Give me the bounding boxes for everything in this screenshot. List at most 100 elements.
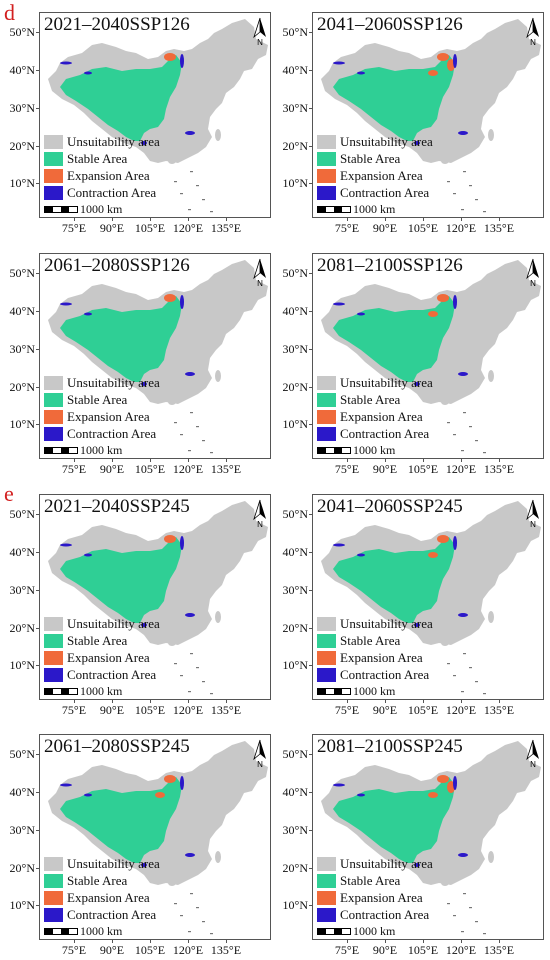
panel-title: 2061–2080SSP245 bbox=[44, 736, 190, 757]
legend-item: Expansion Area bbox=[317, 167, 433, 184]
latitude-tick-label: 10°N bbox=[9, 898, 35, 912]
longitude-tick-label: 120°E bbox=[172, 943, 204, 957]
legend-swatch bbox=[317, 907, 336, 922]
legend-swatch bbox=[317, 375, 336, 390]
north-label: N bbox=[530, 279, 536, 288]
longitude-tick-label: 75°E bbox=[61, 462, 87, 476]
contraction-patch bbox=[60, 783, 72, 787]
contraction-patch bbox=[141, 623, 147, 627]
legend: Unsuitability area Stable Area Expansion A… bbox=[317, 615, 433, 698]
longitude-tick-label: 75°E bbox=[61, 943, 87, 957]
latitude-tick-label: 10°N bbox=[282, 658, 308, 672]
contraction-patch bbox=[185, 853, 195, 857]
map-frame: 2041–2060SSP126 N Unsuitability area Stable… bbox=[312, 12, 544, 218]
hainan-island bbox=[168, 158, 176, 164]
latitude-tick bbox=[309, 552, 312, 553]
stable-region bbox=[60, 55, 182, 141]
scale-label: 1000 km bbox=[80, 201, 123, 216]
longitude-tick-label: 135°E bbox=[210, 943, 242, 957]
legend-item: Expansion Area bbox=[44, 408, 160, 425]
south-sea-island bbox=[210, 452, 213, 454]
legend-label: Expansion Area bbox=[67, 408, 150, 424]
legend: Unsuitability area Stable Area Expansion A… bbox=[44, 615, 160, 698]
map-frame: 2021–2040SSP245 N Unsuitability area Stable… bbox=[39, 494, 271, 700]
latitude-tick-label: 20°N bbox=[9, 139, 35, 153]
legend-swatch bbox=[44, 168, 63, 183]
legend-label: Expansion Area bbox=[67, 649, 150, 665]
longitude-tick bbox=[150, 700, 151, 703]
latitude-tick-label: 30°N bbox=[9, 823, 35, 837]
north-label: N bbox=[530, 760, 536, 769]
latitude-tick-label: 40°N bbox=[9, 785, 35, 799]
longitude-tick-label: 105°E bbox=[134, 462, 166, 476]
longitude-tick-label: 105°E bbox=[407, 943, 439, 957]
latitude-tick bbox=[36, 905, 39, 906]
longitude-tick-label: 90°E bbox=[99, 943, 125, 957]
south-sea-island bbox=[453, 915, 456, 917]
south-sea-island bbox=[483, 693, 486, 695]
longitude-tick-label: 135°E bbox=[483, 462, 515, 476]
longitude-tick-label: 105°E bbox=[407, 221, 439, 235]
latitude-tick-label: 40°N bbox=[282, 785, 308, 799]
legend-label: Contraction Area bbox=[340, 425, 430, 441]
legend-swatch bbox=[44, 667, 63, 682]
scale-bar: 1000 km bbox=[44, 202, 160, 216]
legend-label: Contraction Area bbox=[67, 425, 157, 441]
longitude-tick-label: 120°E bbox=[445, 703, 477, 717]
latitude-tick-label: 20°N bbox=[282, 139, 308, 153]
legend-swatch bbox=[44, 873, 63, 888]
legend-item: Stable Area bbox=[44, 150, 160, 167]
south-sea-island bbox=[447, 903, 450, 905]
legend-item: Contraction Area bbox=[317, 425, 433, 442]
latitude-tick bbox=[309, 108, 312, 109]
south-sea-island bbox=[190, 171, 193, 173]
latitude-tick-label: 40°N bbox=[9, 545, 35, 559]
hainan-island bbox=[168, 880, 176, 886]
longitude-tick-label: 135°E bbox=[210, 703, 242, 717]
legend-item: Stable Area bbox=[317, 632, 433, 649]
map-frame: 2081–2100SSP245 N Unsuitability area Stable… bbox=[312, 734, 544, 940]
north-label: N bbox=[530, 520, 536, 529]
longitude-tick-label: 135°E bbox=[483, 943, 515, 957]
longitude-tick bbox=[150, 459, 151, 462]
taiwan-island bbox=[488, 370, 494, 382]
legend: Unsuitability area Stable Area Expansion A… bbox=[317, 133, 433, 216]
legend-label: Contraction Area bbox=[340, 184, 430, 200]
contraction-patch bbox=[357, 71, 365, 75]
south-sea-island bbox=[202, 199, 205, 201]
expansion-patch bbox=[437, 53, 449, 61]
latitude-tick-label: 10°N bbox=[282, 176, 308, 190]
longitude-tick bbox=[74, 218, 75, 221]
scale-label: 1000 km bbox=[80, 442, 123, 457]
stable-region bbox=[60, 296, 182, 382]
legend-swatch bbox=[317, 873, 336, 888]
contraction-patch bbox=[141, 382, 147, 386]
latitude-tick-label: 40°N bbox=[282, 545, 308, 559]
stable-region bbox=[60, 537, 182, 623]
legend: Unsuitability area Stable Area Expansion A… bbox=[44, 133, 160, 216]
longitude-tick bbox=[499, 218, 500, 221]
south-sea-island bbox=[210, 933, 213, 935]
scale-bar-graphic bbox=[317, 687, 351, 695]
south-sea-island bbox=[190, 412, 193, 414]
south-sea-island bbox=[210, 211, 213, 213]
latitude-tick-label: 40°N bbox=[9, 63, 35, 77]
hainan-island bbox=[168, 640, 176, 646]
legend-item: Contraction Area bbox=[317, 906, 433, 923]
china-map bbox=[48, 19, 268, 213]
latitude-tick bbox=[309, 32, 312, 33]
legend-label: Contraction Area bbox=[67, 666, 157, 682]
legend-label: Unsuitability area bbox=[67, 615, 160, 631]
longitude-tick bbox=[423, 940, 424, 943]
north-arrow-icon: N bbox=[526, 499, 539, 529]
south-sea-island bbox=[461, 691, 464, 693]
latitude-tick bbox=[309, 868, 312, 869]
expansion-patch bbox=[428, 311, 438, 317]
legend-item: Stable Area bbox=[44, 872, 160, 889]
longitude-tick-label: 90°E bbox=[99, 221, 125, 235]
expansion-patch bbox=[447, 59, 455, 71]
contraction-patch bbox=[60, 302, 72, 306]
contraction-patch bbox=[414, 382, 420, 386]
china-map bbox=[321, 19, 541, 213]
contraction-patch bbox=[333, 302, 345, 306]
